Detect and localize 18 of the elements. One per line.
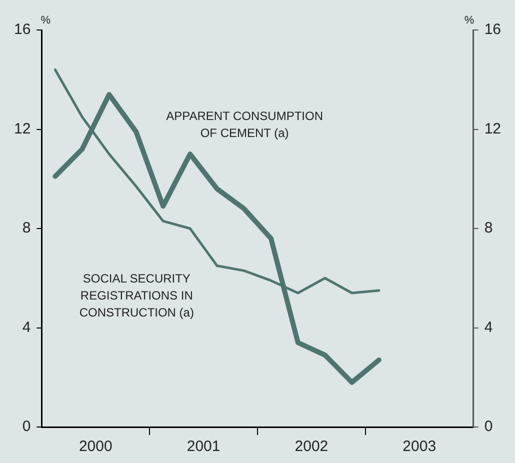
y-axis-title: % <box>40 14 51 27</box>
y2-tick-label: 16 <box>484 21 502 38</box>
y2-tick-label: 0 <box>484 418 493 436</box>
y2-tick-label: 12 <box>484 120 502 138</box>
y2-tick-label: 8 <box>484 220 493 237</box>
y-tick-label: 8 <box>22 220 31 237</box>
x-tick-label: 2002 <box>294 438 328 456</box>
x-tick-label: 2000 <box>78 438 112 456</box>
y2-tick-label: 4 <box>484 318 493 336</box>
x-tick-label: 2001 <box>186 438 220 456</box>
y-tick-label: 0 <box>22 418 31 436</box>
y-tick-label: 16 <box>14 21 31 38</box>
series-label: SOCIAL SECURITY REGISTRATIONS IN CONSTRUCTION (a) <box>79 271 194 320</box>
y-tick-label: 12 <box>14 120 31 138</box>
y2-axis-title: % <box>464 14 474 27</box>
y-tick-label: 4 <box>22 318 31 336</box>
x-tick-label: 2003 <box>402 438 436 456</box>
text: APPARENT CONSUMPTION OF CEMENT (a) <box>166 109 324 140</box>
